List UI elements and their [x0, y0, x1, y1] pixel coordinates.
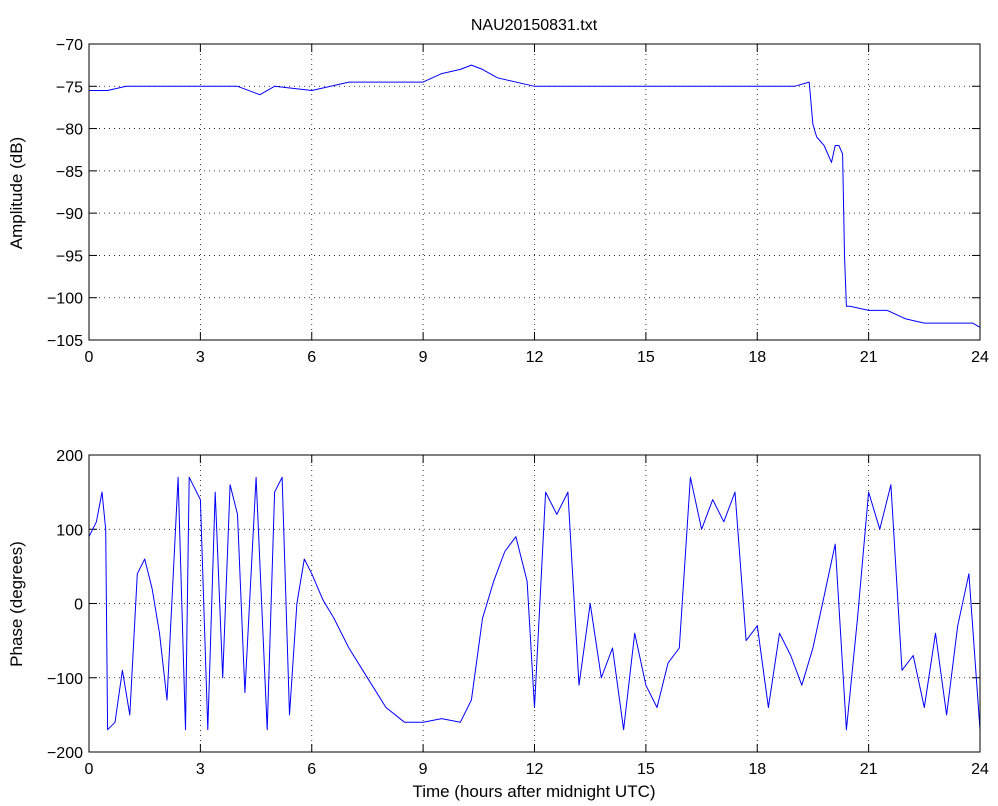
amplitude-y-axis-label: Amplitude (dB)	[7, 137, 26, 249]
amplitude-ticks	[88, 43, 981, 341]
amplitude-y-tick-label: −90	[56, 206, 83, 223]
phase-y-tick-label: 200	[56, 448, 83, 465]
phase-y-axis-label: Phase (degrees)	[7, 541, 26, 667]
amplitude-y-tick-label: −70	[56, 37, 83, 54]
phase-panel: 0 3 6 9 12 15 18 21 24 −200 −100 0 100 200 Phase (de…	[7, 448, 989, 801]
amplitude-x-tick-label: 18	[748, 349, 766, 366]
phase-x-tick-label: 21	[860, 761, 878, 778]
amplitude-x-tick-label: 24	[971, 349, 989, 366]
amplitude-x-tick-label: 12	[526, 349, 544, 366]
phase-series-line	[88, 476, 981, 731]
phase-x-axis-label: Time (hours after midnight UTC)	[412, 782, 655, 801]
amplitude-x-tick-label: 6	[307, 349, 316, 366]
phase-y-tick-label: −200	[47, 745, 83, 762]
phase-x-tick-labels: 0 3 6 9 12 15 18 21 24	[85, 761, 989, 778]
phase-axes-box	[88, 454, 981, 753]
phase-y-tick-label: 0	[74, 597, 83, 614]
amplitude-panel: 0 3 6 9 12 15 18 21 24 −105 −100 −95 −90 −85 −80 −75 −7…	[7, 37, 989, 366]
amplitude-x-tick-label: 15	[637, 349, 655, 366]
phase-x-tick-label: 6	[307, 761, 316, 778]
amplitude-series-line	[89, 64, 981, 328]
phase-x-tick-label: 0	[85, 761, 94, 778]
phase-x-tick-label: 24	[971, 761, 989, 778]
amplitude-y-tick-label: −105	[47, 333, 83, 350]
amplitude-y-tick-labels: −105 −100 −95 −90 −85 −80 −75 −70	[47, 37, 83, 350]
phase-x-tick-label: 12	[526, 761, 544, 778]
amplitude-x-tick-label: 3	[196, 349, 205, 366]
amplitude-y-tick-label: −95	[56, 248, 83, 265]
phase-x-tick-label: 18	[748, 761, 766, 778]
amplitude-x-tick-labels: 0 3 6 9 12 15 18 21 24	[85, 349, 989, 366]
phase-y-tick-label: −100	[47, 671, 83, 688]
phase-grid	[89, 455, 980, 752]
phase-x-tick-label: 15	[637, 761, 655, 778]
phase-y-tick-label: 100	[56, 522, 83, 539]
phase-x-tick-label: 9	[419, 761, 428, 778]
amplitude-y-tick-label: −80	[56, 122, 83, 139]
amplitude-x-tick-label: 21	[860, 349, 878, 366]
amplitude-y-tick-label: −75	[56, 79, 83, 96]
amplitude-y-tick-label: −85	[56, 164, 83, 181]
phase-y-tick-labels: −200 −100 0 100 200	[47, 448, 83, 762]
phase-x-tick-label: 3	[196, 761, 205, 778]
amplitude-axes-box	[88, 43, 981, 341]
amplitude-x-tick-label: 0	[85, 349, 94, 366]
amplitude-x-tick-label: 9	[419, 349, 428, 366]
chart-title: NAU20150831.txt	[471, 17, 598, 34]
amplitude-y-tick-label: −100	[47, 291, 83, 308]
